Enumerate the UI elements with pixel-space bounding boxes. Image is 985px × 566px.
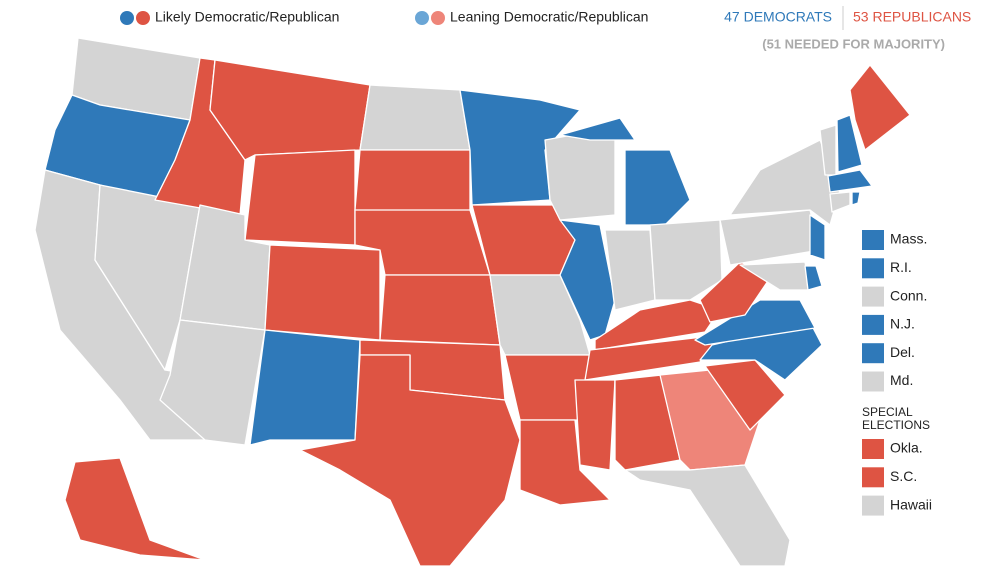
key-label: Mass. <box>890 231 927 247</box>
state <box>699 321 823 381</box>
state <box>719 209 821 266</box>
state <box>584 334 721 381</box>
state <box>244 149 356 246</box>
state <box>829 191 851 213</box>
legend-swatch <box>415 11 429 25</box>
us-map <box>34 37 911 566</box>
majority-note: (51 NEEDED FOR MAJORITY) <box>762 36 945 51</box>
key-swatch <box>862 343 884 364</box>
state <box>804 265 823 291</box>
state <box>827 169 873 193</box>
state <box>354 149 471 216</box>
state <box>809 214 826 261</box>
state <box>849 64 911 151</box>
rep-count: 53 REPUBLICANS <box>853 9 971 25</box>
key-swatch <box>862 439 884 459</box>
key-label: Conn. <box>890 287 927 303</box>
state <box>704 359 786 431</box>
state <box>649 219 723 301</box>
key-label: Del. <box>890 344 915 360</box>
state <box>559 117 636 141</box>
state <box>614 374 681 471</box>
key-swatch <box>862 286 884 307</box>
state <box>544 129 616 221</box>
key-swatch <box>862 371 884 392</box>
state <box>836 114 863 173</box>
key-swatch <box>862 467 884 488</box>
state <box>359 84 471 151</box>
small-state-key: Mass. R.I. Conn. N.J. Del. Md. SPECIAL ELECTION… <box>862 230 932 516</box>
legend-swatch <box>431 11 445 25</box>
key-label: Okla. <box>890 440 923 456</box>
state <box>209 59 371 161</box>
key-label: Hawaii <box>890 496 932 512</box>
state <box>519 419 611 506</box>
special-title: SPECIAL ELECTIONS <box>862 405 930 432</box>
state <box>264 244 381 341</box>
state <box>851 191 861 206</box>
state <box>699 261 773 323</box>
key-label: S.C. <box>890 468 917 484</box>
legend-label: Likely Democratic/Republican <box>155 9 339 25</box>
key-label: Md. <box>890 372 913 388</box>
state <box>249 329 361 446</box>
state <box>624 149 691 226</box>
key-label: N.J. <box>890 316 915 332</box>
state <box>574 379 616 471</box>
key-label: R.I. <box>890 259 912 275</box>
legend-swatch <box>136 11 150 25</box>
dem-count: 47 DEMOCRATS <box>724 9 832 25</box>
state <box>64 457 206 561</box>
tally: 47 DEMOCRATS 53 REPUBLICANS (51 NEEDED F… <box>724 6 971 51</box>
legend-label: Leaning Democratic/Republican <box>450 9 648 25</box>
key-swatch <box>862 258 884 279</box>
state <box>379 274 501 346</box>
legend: Likely Democratic/Republican Leaning Dem… <box>120 9 648 25</box>
state <box>624 464 791 566</box>
key-swatch <box>862 495 884 516</box>
key-swatch <box>862 314 884 335</box>
legend-swatch <box>120 11 134 25</box>
state <box>559 219 616 341</box>
state <box>299 354 521 566</box>
key-swatch <box>862 230 884 250</box>
